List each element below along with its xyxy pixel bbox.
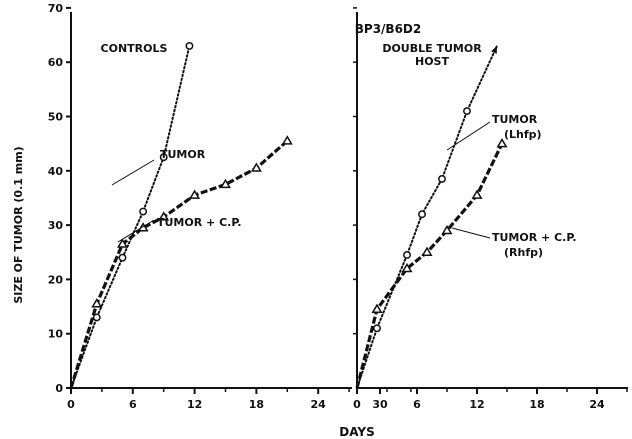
x-tick-label: 6: [129, 398, 137, 411]
series-line: [71, 141, 287, 388]
circle-marker: [404, 252, 410, 258]
series-label: TUMOR + C.P.: [157, 216, 242, 229]
series-line: [357, 144, 502, 388]
label-leader-line: [447, 122, 490, 150]
x-tick-label: 12: [187, 398, 202, 411]
arrow-head: [491, 46, 497, 54]
series-label: TUMOR (Lhfp): [492, 113, 542, 141]
x-tick-label: 6: [413, 398, 421, 411]
label-leader-line: [118, 220, 154, 242]
triangle-marker: [283, 137, 291, 144]
x-tick-label: 0: [67, 398, 75, 411]
circle-marker: [464, 108, 470, 114]
y-axis-label: SIZE OF TUMOR (0.1 mm): [12, 146, 25, 303]
y-tick-label: 60: [48, 56, 64, 69]
y-tick-label: 10: [48, 328, 64, 341]
panel-title: CONTROLS: [101, 42, 168, 55]
figure-title: BP3/B6D2: [355, 22, 421, 36]
series-label: TUMOR + C.P. (Rhfp): [492, 231, 577, 259]
circle-marker: [439, 176, 445, 182]
x-tick-label: 18: [249, 398, 264, 411]
triangle-marker: [373, 305, 381, 312]
y-tick-label: 30: [48, 219, 64, 232]
y-tick-label: 70: [48, 2, 64, 15]
triangle-marker: [252, 164, 260, 171]
circle-marker: [419, 211, 425, 217]
circle-marker: [119, 254, 125, 260]
y-tick-label: 0: [55, 382, 63, 395]
triangle-marker: [190, 191, 198, 198]
label-leader-line: [112, 160, 154, 185]
circle-marker: [186, 43, 192, 49]
series-line: [357, 46, 497, 388]
y-tick-label: 50: [48, 111, 64, 124]
x-tick-label: 0: [353, 398, 361, 411]
y-tick-label: 20: [48, 273, 64, 286]
x-tick-label: 12: [469, 398, 484, 411]
y-tick-label: 40: [48, 165, 64, 178]
panel-title: DOUBLE TUMOR HOST: [382, 42, 482, 68]
circle-marker: [374, 325, 380, 331]
x-tick-label: 18: [529, 398, 544, 411]
x-tick-label: 30: [372, 398, 388, 411]
circle-marker: [140, 208, 146, 214]
x-axis-label: DAYS: [339, 425, 374, 439]
x-tick-label: 24: [311, 398, 327, 411]
series-label: TUMOR: [160, 148, 206, 161]
x-tick-label: 24: [589, 398, 605, 411]
label-leader-line: [452, 228, 490, 238]
